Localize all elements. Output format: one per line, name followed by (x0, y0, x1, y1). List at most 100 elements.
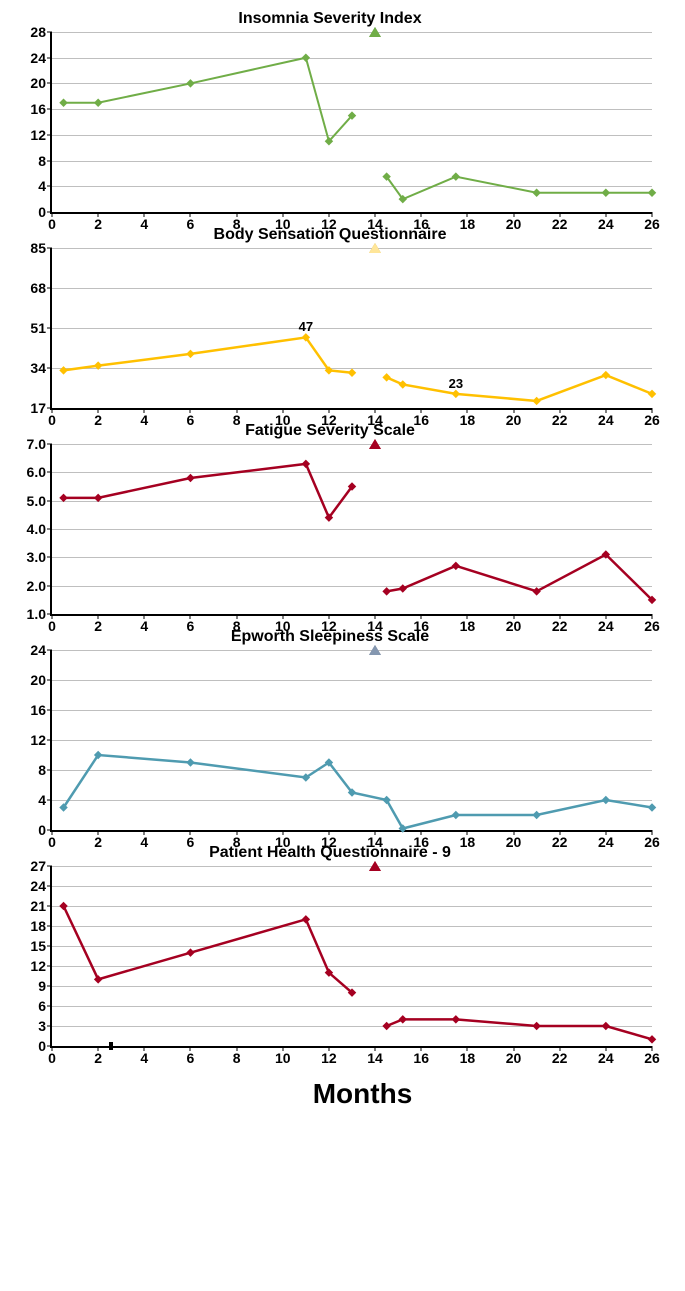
data-marker (348, 368, 356, 376)
ytick-label: 21 (30, 898, 46, 914)
data-marker (532, 397, 540, 405)
data-marker (648, 1035, 656, 1043)
ytick-label: 2.0 (27, 578, 46, 594)
xtick-label: 8 (233, 1050, 241, 1066)
xtick-mark (375, 830, 376, 835)
xtick-mark (605, 1046, 606, 1051)
ytick-label: 1.0 (27, 606, 46, 622)
x-axis-label: Months (50, 1078, 675, 1110)
event-triangle-icon (369, 861, 381, 871)
data-marker (186, 758, 194, 766)
ytick-label: 0 (38, 1038, 46, 1054)
xtick-mark (236, 1046, 237, 1051)
data-marker (302, 460, 310, 468)
xtick-mark (282, 1046, 283, 1051)
xtick-mark (144, 212, 145, 217)
data-marker (648, 188, 656, 196)
data-marker (602, 188, 610, 196)
charts-root: Insomnia Severity Index04812162024280246… (10, 10, 675, 1110)
line-svg (52, 650, 652, 830)
xtick-mark (98, 212, 99, 217)
xtick-mark (52, 830, 53, 835)
data-line (387, 177, 652, 200)
xtick-label: 20 (506, 1050, 522, 1066)
line-svg (52, 866, 652, 1046)
xtick-mark (652, 212, 653, 217)
xtick-mark (513, 408, 514, 413)
chart-plot: 1734516885024681012141618202224264723 (50, 248, 652, 410)
data-marker (532, 188, 540, 196)
data-marker (532, 811, 540, 819)
data-marker (59, 494, 67, 502)
xtick-mark (282, 212, 283, 217)
xtick-mark (375, 212, 376, 217)
ytick-label: 15 (30, 938, 46, 954)
data-marker (452, 390, 460, 398)
ytick-label: 27 (30, 858, 46, 874)
data-marker (399, 380, 407, 388)
value-label: 23 (449, 376, 463, 391)
chart-1: Body Sensation Questionnaire173451688502… (10, 226, 650, 410)
xtick-mark (421, 212, 422, 217)
segment-mark (109, 1042, 113, 1050)
line-svg (52, 444, 652, 614)
chart-title: Fatigue Severity Scale (10, 422, 650, 440)
xtick-mark (559, 212, 560, 217)
ytick-label: 24 (30, 878, 46, 894)
ytick-label: 4 (38, 792, 46, 808)
ytick-label: 12 (30, 958, 46, 974)
ytick-label: 8 (38, 762, 46, 778)
xtick-mark (375, 408, 376, 413)
data-marker (186, 474, 194, 482)
xtick-mark (467, 614, 468, 619)
data-marker (59, 902, 67, 910)
xtick-label: 14 (367, 1050, 383, 1066)
ytick-label: 51 (30, 320, 46, 336)
data-line (387, 375, 652, 401)
xtick-mark (559, 830, 560, 835)
xtick-mark (190, 1046, 191, 1051)
xtick-mark (467, 1046, 468, 1051)
xtick-mark (236, 408, 237, 413)
xtick-label: 12 (321, 1050, 337, 1066)
xtick-mark (467, 212, 468, 217)
data-marker (648, 390, 656, 398)
xtick-mark (652, 408, 653, 413)
xtick-mark (190, 408, 191, 413)
xtick-mark (190, 614, 191, 619)
xtick-mark (52, 1046, 53, 1051)
ytick-label: 12 (30, 732, 46, 748)
chart-0: Insomnia Severity Index04812162024280246… (10, 10, 650, 214)
xtick-mark (52, 408, 53, 413)
xtick-mark (652, 830, 653, 835)
event-triangle-icon (369, 439, 381, 449)
ytick-label: 16 (30, 702, 46, 718)
xtick-mark (144, 1046, 145, 1051)
ytick-label: 20 (30, 672, 46, 688)
data-marker (452, 172, 460, 180)
chart-3: Epworth Sleepiness Scale0481216202402468… (10, 628, 650, 832)
xtick-mark (282, 830, 283, 835)
event-triangle-icon (369, 243, 381, 253)
chart-plot: 048121620242802468101214161820222426 (50, 32, 652, 214)
xtick-label: 4 (140, 1050, 148, 1066)
xtick-mark (328, 408, 329, 413)
data-marker (382, 587, 390, 595)
ytick-label: 3.0 (27, 549, 46, 565)
xtick-mark (652, 614, 653, 619)
xtick-mark (467, 408, 468, 413)
xtick-mark (559, 1046, 560, 1051)
xtick-label: 26 (644, 1050, 660, 1066)
xtick-mark (52, 212, 53, 217)
ytick-label: 34 (30, 360, 46, 376)
xtick-mark (375, 614, 376, 619)
xtick-mark (605, 614, 606, 619)
value-label: 47 (299, 319, 313, 334)
chart-plot: 036912151821242702468101214161820222426 (50, 866, 652, 1048)
data-marker (186, 948, 194, 956)
data-marker (94, 975, 102, 983)
ytick-label: 8 (38, 153, 46, 169)
xtick-mark (282, 614, 283, 619)
data-marker (94, 361, 102, 369)
data-marker (648, 803, 656, 811)
